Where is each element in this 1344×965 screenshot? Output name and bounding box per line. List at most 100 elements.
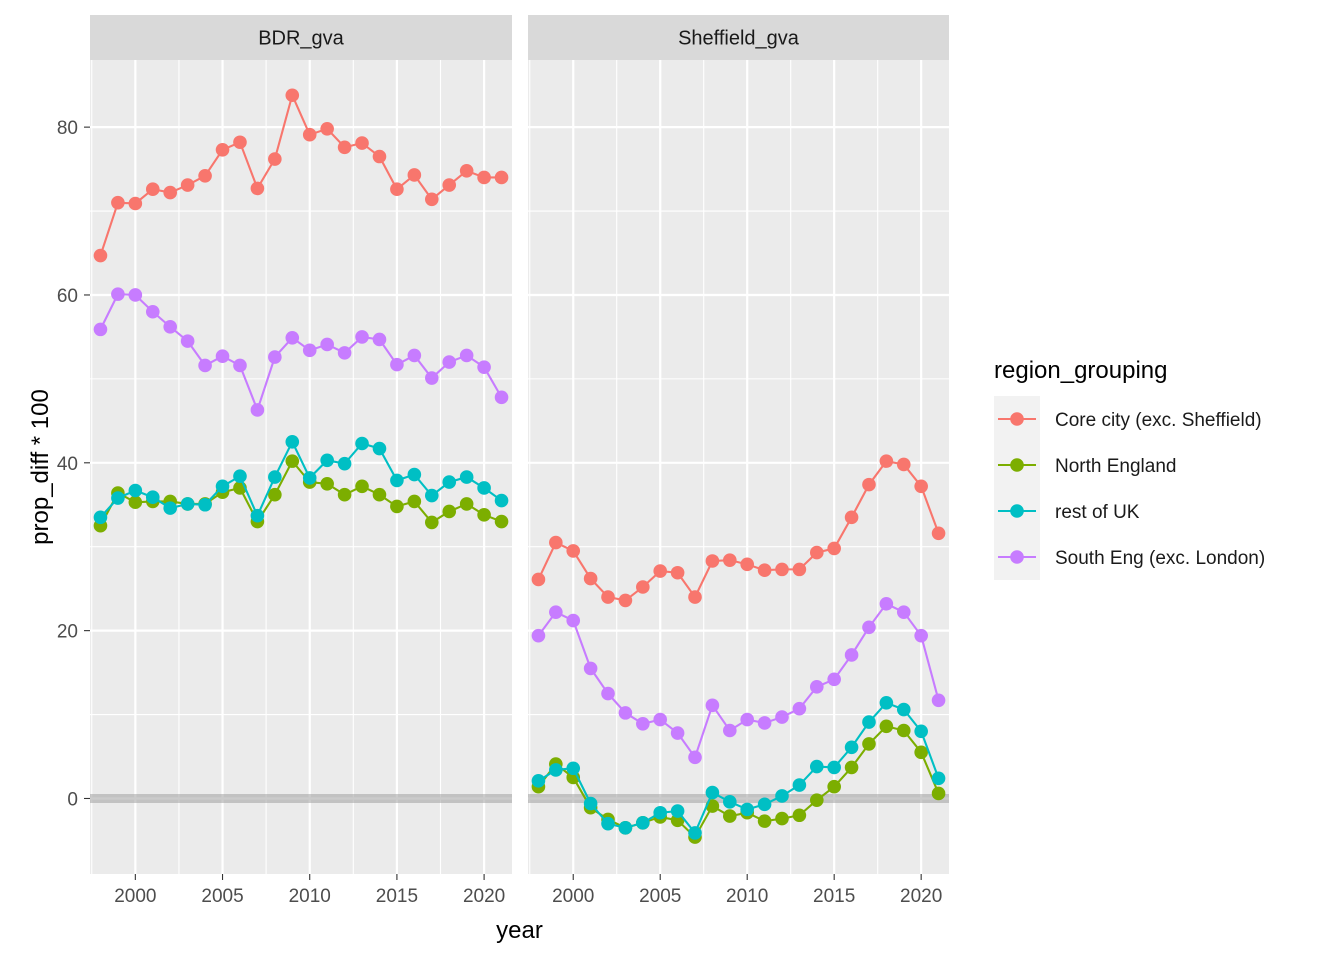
data-point (198, 497, 212, 512)
data-point (442, 178, 457, 192)
data-point (494, 514, 509, 529)
data-point (93, 248, 108, 263)
data-point (566, 761, 581, 776)
grid-layer: BDR_gva 2000 2005 2010 2015 2020 Sheffield_gva… (90, 15, 949, 907)
data-point (494, 390, 509, 405)
data-point (566, 613, 581, 628)
data-point (636, 716, 650, 731)
data-point (809, 680, 824, 694)
facet-title: BDR_gva (258, 28, 344, 50)
data-point (618, 821, 633, 835)
data-point (111, 287, 125, 301)
data-point (705, 698, 720, 713)
data-point (775, 710, 789, 724)
data-point (844, 740, 859, 755)
data-point (477, 481, 491, 495)
data-point (180, 497, 195, 511)
data-point (180, 178, 195, 192)
data-point (111, 491, 125, 505)
data-point (809, 793, 824, 807)
data-point (285, 454, 300, 468)
marks-layer (93, 88, 946, 844)
data-point (827, 672, 841, 687)
data-point (653, 564, 668, 578)
data-point (531, 628, 546, 643)
data-point (424, 192, 439, 207)
data-point (442, 504, 457, 519)
data-point (320, 122, 334, 136)
data-point (792, 562, 807, 577)
data-point (688, 590, 702, 604)
panel-background (90, 60, 512, 874)
data-point (477, 508, 491, 522)
data-point (844, 510, 859, 525)
data-point (268, 470, 282, 484)
data-point (792, 778, 807, 792)
data-point (740, 557, 754, 572)
data-point (618, 706, 633, 720)
data-point (372, 332, 387, 347)
data-point (407, 467, 422, 482)
panel-background (528, 60, 949, 874)
data-point (302, 343, 317, 358)
data-point (809, 759, 824, 774)
data-point (879, 696, 894, 710)
x-tick-label: 2010 (726, 886, 768, 907)
facet-strip (90, 15, 512, 60)
data-point (285, 88, 300, 103)
data-point (302, 471, 317, 485)
data-point (601, 816, 615, 831)
data-point (494, 493, 509, 508)
data-point (670, 726, 685, 740)
data-point (128, 495, 143, 510)
data-point (549, 763, 563, 777)
data-point (775, 789, 789, 803)
data-point (636, 816, 650, 830)
data-point (320, 476, 334, 491)
data-point (566, 544, 581, 558)
data-point (442, 355, 457, 369)
data-point (601, 686, 615, 701)
data-point (424, 371, 439, 385)
data-point (215, 349, 230, 364)
y-tick-label: 0 (67, 789, 78, 810)
data-point (233, 469, 247, 484)
data-point (163, 501, 178, 515)
data-point (531, 572, 546, 587)
data-point (740, 802, 754, 817)
data-point (355, 479, 369, 494)
data-point (775, 811, 789, 826)
data-point (407, 168, 422, 182)
data-point (424, 515, 439, 530)
data-point (268, 487, 282, 502)
data-point (128, 288, 143, 302)
legend-entry-label: Core city (exc. Sheffield) (1055, 410, 1262, 431)
data-point (862, 620, 876, 635)
data-point (320, 453, 334, 468)
x-tick-label: 2005 (639, 886, 681, 907)
data-point (459, 497, 474, 511)
data-point (809, 545, 824, 560)
data-point (757, 797, 772, 812)
facet-title: Sheffield_gva (678, 28, 800, 50)
data-point (268, 152, 282, 166)
data-point (844, 648, 859, 662)
data-point (355, 436, 369, 451)
data-point (670, 565, 685, 580)
data-point (250, 181, 265, 196)
data-point (723, 723, 737, 738)
data-point (372, 441, 387, 456)
data-point (93, 510, 108, 525)
data-point (390, 182, 404, 197)
facet-strip (528, 15, 949, 60)
data-point (390, 499, 404, 514)
x-tick-label: 2020 (900, 886, 942, 907)
data-point (250, 403, 265, 417)
data-point (723, 795, 737, 809)
x-tick-label: 2010 (289, 886, 331, 907)
data-point (477, 360, 491, 374)
data-point (372, 487, 387, 502)
data-point (914, 628, 928, 643)
data-point (688, 826, 702, 840)
